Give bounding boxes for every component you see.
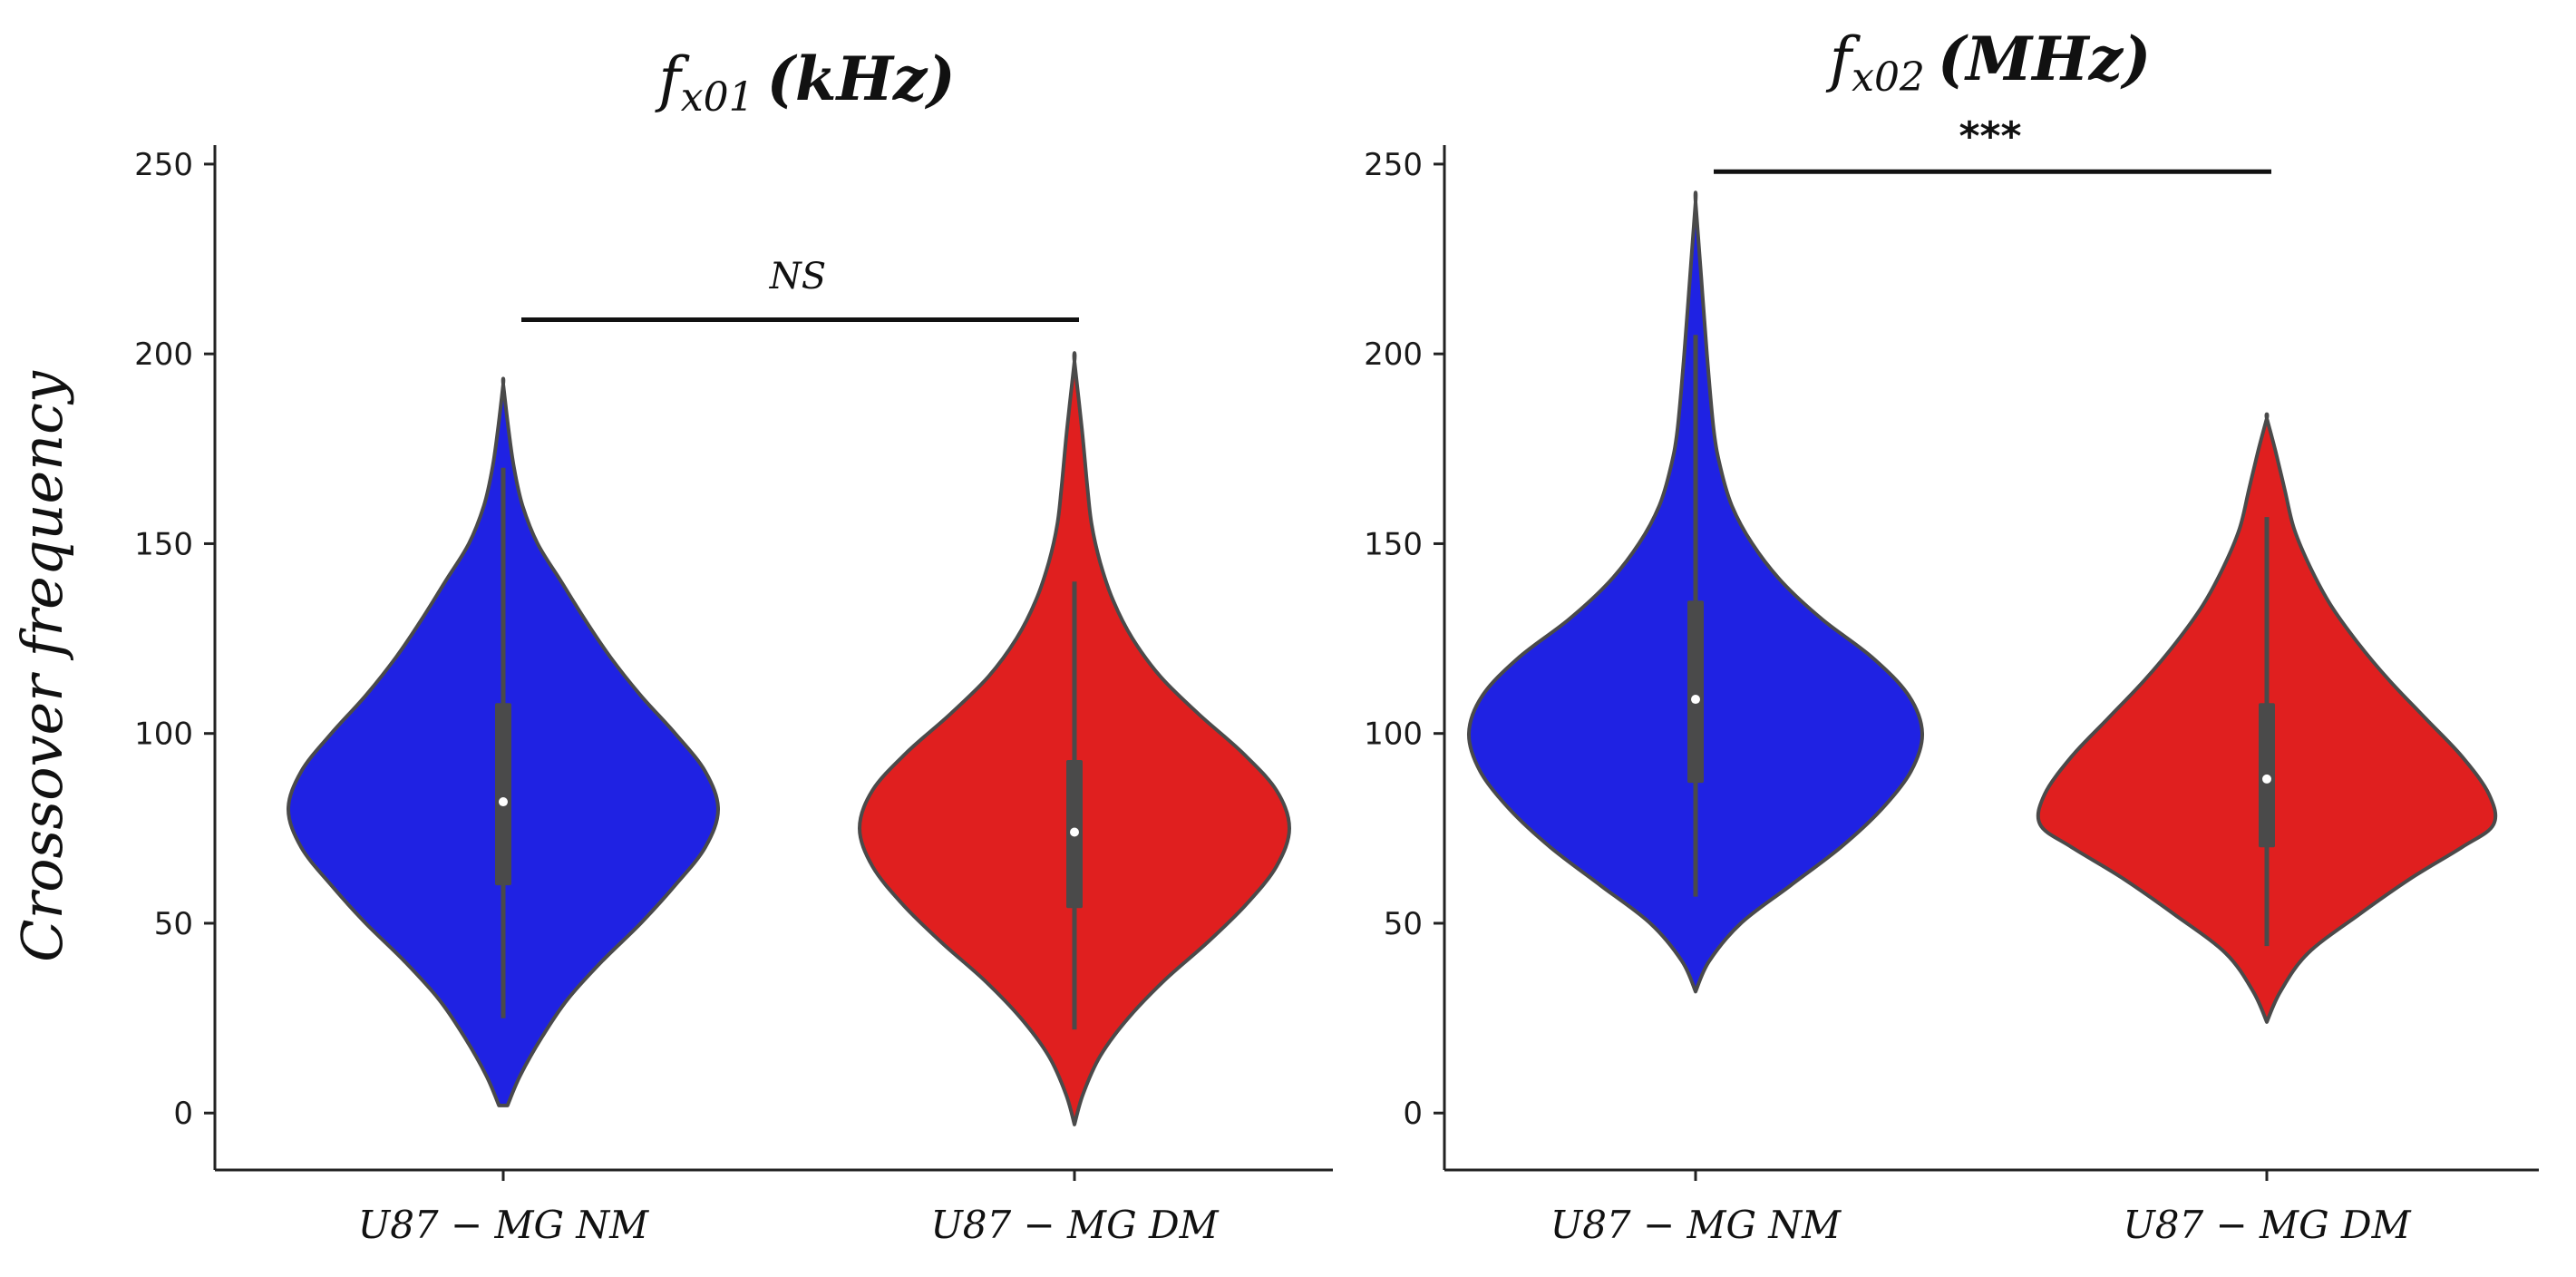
violin-median-dot bbox=[1691, 695, 1700, 705]
y-tick-label: 200 bbox=[134, 336, 193, 373]
title-unit: (MHz) bbox=[1938, 24, 2151, 94]
y-tick-label: 0 bbox=[1403, 1096, 1423, 1132]
x-tick-label: U87 − MG NM bbox=[358, 1203, 649, 1247]
violin-iqr-box bbox=[1687, 600, 1704, 784]
x-tick-label: U87 − MG DM bbox=[2123, 1203, 2411, 1247]
y-tick-label: 200 bbox=[1364, 336, 1423, 373]
violin-median-dot bbox=[1070, 827, 1079, 837]
y-tick-label: 250 bbox=[1364, 147, 1423, 183]
x-tick-label: U87 − MG DM bbox=[930, 1203, 1219, 1247]
y-tick-label: 150 bbox=[1364, 526, 1423, 562]
y-tick-label: 50 bbox=[154, 906, 193, 942]
title-subscript: x02 bbox=[1852, 54, 1925, 101]
y-tick-label: 0 bbox=[173, 1096, 193, 1132]
violin-iqr-box bbox=[495, 703, 511, 886]
title-subscript: x01 bbox=[681, 74, 754, 121]
y-tick-label: 100 bbox=[1364, 716, 1423, 753]
y-tick-label: 150 bbox=[134, 526, 193, 562]
y-axis-label: Crossover frequency bbox=[9, 370, 75, 962]
violin-median-dot bbox=[499, 797, 508, 807]
y-tick-label: 100 bbox=[134, 716, 193, 753]
x-tick-label: U87 − MG NM bbox=[1550, 1203, 1842, 1247]
significance-label: NS bbox=[769, 256, 826, 297]
panel-title: fx02 (MHz) bbox=[1825, 24, 2152, 101]
violin-median-dot bbox=[2262, 774, 2271, 784]
panel-2: 0 50 100 150 200 250 U87 − MG NM U87 − MG DM ***… bbox=[1364, 24, 2539, 1247]
panel-title: fx01 (kHz) bbox=[654, 44, 955, 121]
title-unit: (kHz) bbox=[767, 44, 956, 114]
y-tick-label: 250 bbox=[134, 147, 193, 183]
significance-label: *** bbox=[1959, 113, 2021, 160]
y-tick-label: 50 bbox=[1384, 906, 1423, 942]
